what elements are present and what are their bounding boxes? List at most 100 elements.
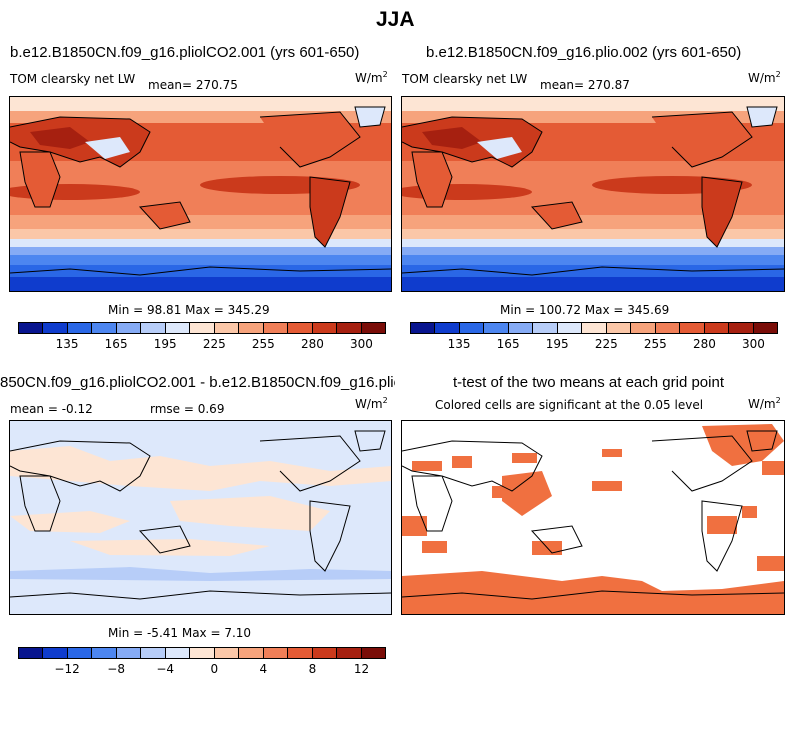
units-text: W/m bbox=[355, 397, 383, 411]
colorbar-tick-label: 165 bbox=[496, 337, 520, 351]
colorbar-swatch bbox=[141, 323, 166, 333]
colorbar-swatch bbox=[288, 648, 313, 658]
panel-3-minmax: Min = -5.41 Max = 7.10 bbox=[108, 626, 252, 640]
colorbar-swatch bbox=[43, 323, 68, 333]
units-exponent: 2 bbox=[382, 396, 388, 405]
units-text: W/m bbox=[355, 71, 383, 85]
land-south-america bbox=[702, 177, 742, 247]
colorbar-tick-label: 280 bbox=[300, 337, 324, 351]
panel-4-map bbox=[401, 420, 785, 615]
coastlines bbox=[402, 430, 784, 600]
band-antarctic-edge bbox=[402, 255, 784, 265]
panel-3-units: W/m2 bbox=[355, 396, 388, 411]
panel-2-map-svg bbox=[402, 97, 784, 291]
coastlines bbox=[10, 430, 391, 600]
panel-3-rmse: rmse = 0.69 bbox=[150, 402, 225, 416]
panel-2-units: W/m2 bbox=[748, 70, 781, 85]
colorbar-swatch bbox=[67, 323, 93, 333]
colorbar-swatch bbox=[582, 323, 607, 333]
band-subtropic bbox=[10, 151, 391, 161]
panel-1-title: b.e12.B1850CN.f09_g16.pliolCO2.001 (yrs … bbox=[10, 44, 360, 61]
colorbar-swatch bbox=[214, 648, 240, 658]
band-south-pole bbox=[10, 277, 391, 291]
band-antarctic bbox=[10, 265, 391, 277]
colorbar-swatch bbox=[459, 323, 485, 333]
panel-3-title: 850CN.f09_g16.pliolCO2.001 - b.e12.B1850… bbox=[0, 374, 395, 391]
colorbar-tick-label: 225 bbox=[594, 337, 618, 351]
coastlines bbox=[10, 106, 391, 276]
colorbar-swatch bbox=[606, 323, 632, 333]
units-text: W/m bbox=[748, 71, 776, 85]
band-antarctic-edge bbox=[10, 255, 391, 265]
colorbar-swatch bbox=[631, 323, 656, 333]
colorbar-swatch bbox=[533, 323, 558, 333]
land-australia bbox=[532, 202, 582, 229]
units-text: W/m bbox=[748, 397, 776, 411]
land-tibet bbox=[477, 137, 522, 159]
colorbar-swatch bbox=[92, 323, 117, 333]
band-sh-mid bbox=[402, 215, 784, 229]
colorbar-swatch bbox=[165, 323, 191, 333]
colorbar-swatch bbox=[116, 323, 142, 333]
panel-4-map-svg bbox=[402, 421, 784, 614]
diff-positive-indian bbox=[10, 511, 130, 533]
colorbar-swatch bbox=[312, 648, 338, 658]
colorbar-swatch bbox=[165, 648, 191, 658]
colorbar-swatch bbox=[239, 648, 264, 658]
colorbar-swatch bbox=[92, 648, 117, 658]
band-sh-70 bbox=[10, 247, 391, 255]
colorbar-tick-label: 255 bbox=[643, 337, 667, 351]
colorbar-swatch bbox=[288, 323, 313, 333]
colorbar-swatch bbox=[263, 323, 289, 333]
colorbar-swatch bbox=[704, 323, 730, 333]
panel-1-map-svg bbox=[10, 97, 391, 291]
panel-1-colorbar bbox=[18, 322, 386, 334]
panel-3-colorbar bbox=[18, 647, 386, 659]
panel-4-units: W/m2 bbox=[748, 396, 781, 411]
colorbar-tick-label: 255 bbox=[251, 337, 275, 351]
colorbar-tick-label: 280 bbox=[692, 337, 716, 351]
coastlines bbox=[402, 106, 784, 276]
land-sahara-arabia bbox=[30, 127, 90, 149]
diff-negative-so bbox=[10, 567, 391, 581]
colorbar-tick-label: 300 bbox=[350, 337, 373, 351]
colorbar-swatch bbox=[680, 323, 705, 333]
colorbar-tick-label: 0 bbox=[210, 662, 219, 676]
colorbar-swatch bbox=[337, 648, 362, 658]
land-sahara-arabia bbox=[422, 127, 482, 149]
colorbar-swatch bbox=[239, 323, 264, 333]
colorbar-swatch bbox=[508, 323, 534, 333]
band-sh-60 bbox=[10, 229, 391, 239]
colorbar-tick-label: 135 bbox=[55, 337, 79, 351]
colorbar-swatch bbox=[729, 323, 754, 333]
band-subtropic bbox=[402, 151, 784, 161]
panel-3-mean: mean = -0.12 bbox=[10, 402, 93, 416]
colorbar-swatch bbox=[337, 323, 362, 333]
colorbar-swatch bbox=[190, 648, 215, 658]
colorbar-tick-label: 165 bbox=[104, 337, 128, 351]
units-exponent: 2 bbox=[775, 70, 781, 79]
figure-title: JJA bbox=[376, 8, 415, 31]
band-sh-65 bbox=[402, 239, 784, 247]
colorbar-swatch bbox=[557, 323, 583, 333]
band-antarctic bbox=[402, 265, 784, 277]
panel-2-title: b.e12.B1850CN.f09_g16.plio.002 (yrs 601-… bbox=[426, 44, 742, 61]
colorbar-swatch bbox=[484, 323, 509, 333]
colorbar-swatch bbox=[19, 648, 44, 658]
panel-2-minmax: Min = 100.72 Max = 345.69 bbox=[500, 303, 670, 317]
colorbar-tick-label: −8 bbox=[107, 662, 125, 676]
colorbar-tick-label: 8 bbox=[308, 662, 317, 676]
band-sh-70 bbox=[402, 247, 784, 255]
colorbar-swatch bbox=[655, 323, 681, 333]
panel-1-minmax: Min = 98.81 Max = 345.29 bbox=[108, 303, 270, 317]
land-greenland bbox=[355, 107, 385, 127]
panel-4-subtitle: Colored cells are significant at the 0.0… bbox=[435, 398, 704, 412]
panel-4-title: t-test of the two means at each grid poi… bbox=[453, 374, 724, 391]
panel-1-variable: TOM clearsky net LW bbox=[10, 72, 136, 86]
band-sh-65 bbox=[10, 239, 391, 247]
colorbar-swatch bbox=[312, 323, 338, 333]
land-greenland bbox=[747, 107, 777, 127]
diff-positive-nh bbox=[10, 446, 391, 491]
panel-1-units: W/m2 bbox=[355, 70, 388, 85]
colorbar-swatch bbox=[435, 323, 460, 333]
